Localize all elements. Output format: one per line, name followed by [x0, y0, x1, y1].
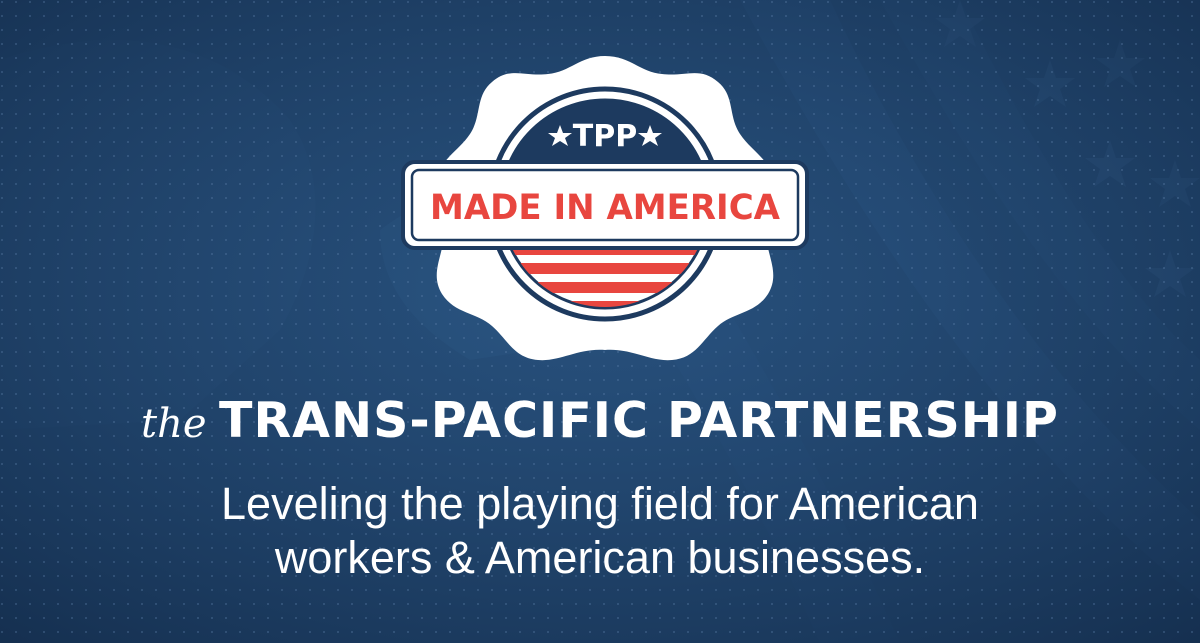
headline-title: TRANS-PACIFIC PARTNERSHIP: [219, 392, 1059, 449]
tagline: Leveling the playing field for American …: [0, 477, 1200, 585]
star-icon: [638, 125, 662, 146]
made-in-america-badge: TPP MADE IN AMERICA: [401, 56, 809, 361]
badge-banner-text: MADE IN AMERICA: [430, 188, 780, 228]
headline: the TRANS-PACIFIC PARTNERSHIP: [0, 392, 1200, 449]
tagline-line-2: workers & American businesses.: [274, 532, 926, 583]
tagline-line-1: Leveling the playing field for American: [221, 478, 979, 529]
headline-prefix: the: [141, 401, 207, 447]
star-icon: [548, 125, 572, 146]
badge-tpp-text: TPP: [573, 119, 637, 154]
